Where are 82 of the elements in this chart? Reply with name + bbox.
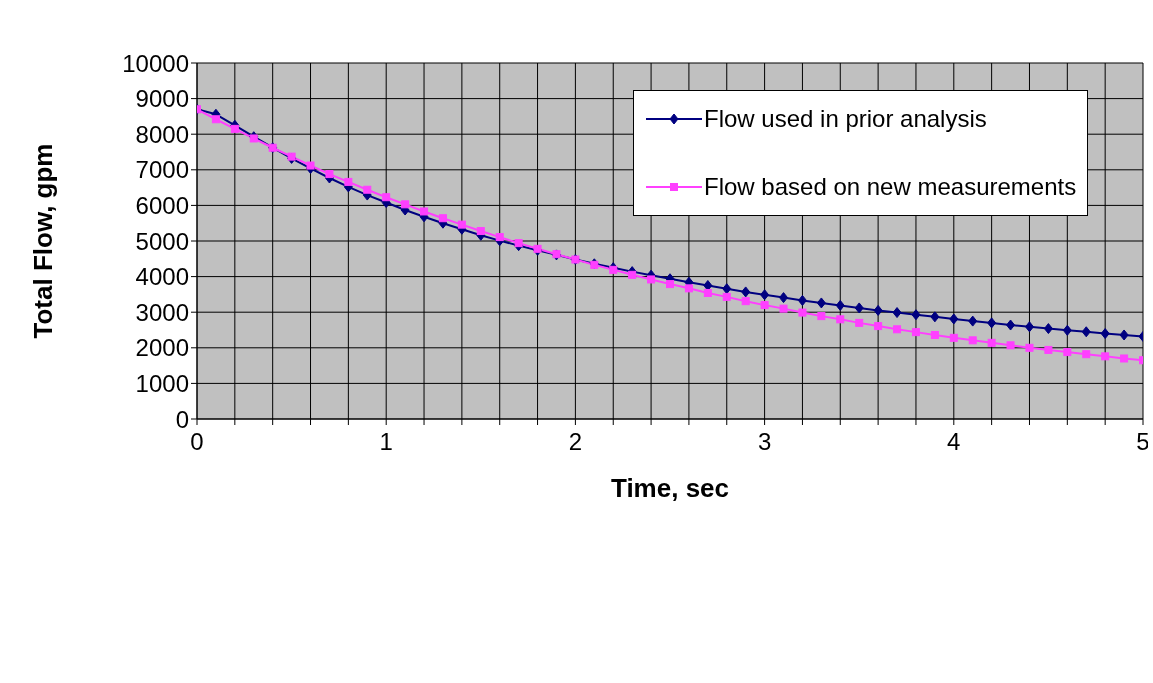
point [1006,341,1015,350]
y-tick-label: 7000 [135,156,189,184]
point [779,304,788,313]
point [1063,348,1072,357]
point [722,292,731,301]
point [816,297,826,309]
point [1101,352,1110,361]
point [1025,343,1034,352]
x-tick-label: 2 [568,428,583,456]
point [628,270,637,279]
legend-label: Flow based on new measurements [704,173,1077,201]
point [911,328,920,337]
point [817,312,826,321]
point [684,284,693,293]
point [760,301,769,310]
point [854,302,864,314]
y-tick-label: 5000 [135,227,189,255]
point [968,336,977,345]
point [647,275,656,284]
point [893,325,902,334]
y-tick-label: 6000 [135,191,189,219]
point [987,338,996,347]
y-tick-label: 2000 [135,334,189,362]
point [779,292,789,304]
y-tick-label: 9000 [135,85,189,113]
point [741,286,751,298]
point [1044,345,1053,354]
y-tick-label: 10000 [122,49,189,77]
y-tick-label: 0 [175,405,189,433]
point [835,299,845,311]
point [420,207,429,216]
point [457,220,466,229]
y-axis-title: Total Flow, gpm [28,143,59,339]
point [836,315,845,324]
point [1100,328,1110,340]
point [325,170,334,179]
point [514,239,523,248]
point [987,317,997,329]
point [495,233,504,242]
point [438,214,447,223]
point [741,297,750,306]
point [874,322,883,331]
legend-label: Flow used in prior analysis [704,105,988,133]
x-tick-label: 3 [757,428,772,456]
point [1082,350,1091,359]
point [855,318,864,327]
point [873,304,883,316]
point [797,294,807,306]
point [892,307,902,319]
y-tick-label: 4000 [135,263,189,291]
point [911,309,921,321]
y-tick-label: 3000 [135,298,189,326]
x-tick-label: 4 [947,428,961,456]
point [306,161,315,170]
point [949,313,959,325]
x-tick-label: 5 [1136,428,1150,456]
x-tick-label: 1 [379,428,393,456]
point [1062,324,1072,336]
point [949,333,958,342]
point [230,124,239,133]
point [382,193,391,202]
point [666,280,674,289]
point [968,315,978,327]
point [476,227,485,236]
point [211,115,220,124]
point [760,289,770,301]
point [1043,323,1053,335]
point [344,177,353,186]
point [703,288,712,297]
x-axis-title: Time, sec [610,473,730,504]
point [1024,321,1034,333]
point [930,311,940,323]
point [363,185,372,194]
point [1081,326,1091,338]
point [401,200,410,209]
y-tick-label: 1000 [135,369,189,397]
point [1119,329,1129,341]
point [1006,319,1016,331]
y-tick-label: 8000 [135,120,189,148]
point [798,308,807,317]
point [1120,354,1129,363]
point [930,330,939,339]
